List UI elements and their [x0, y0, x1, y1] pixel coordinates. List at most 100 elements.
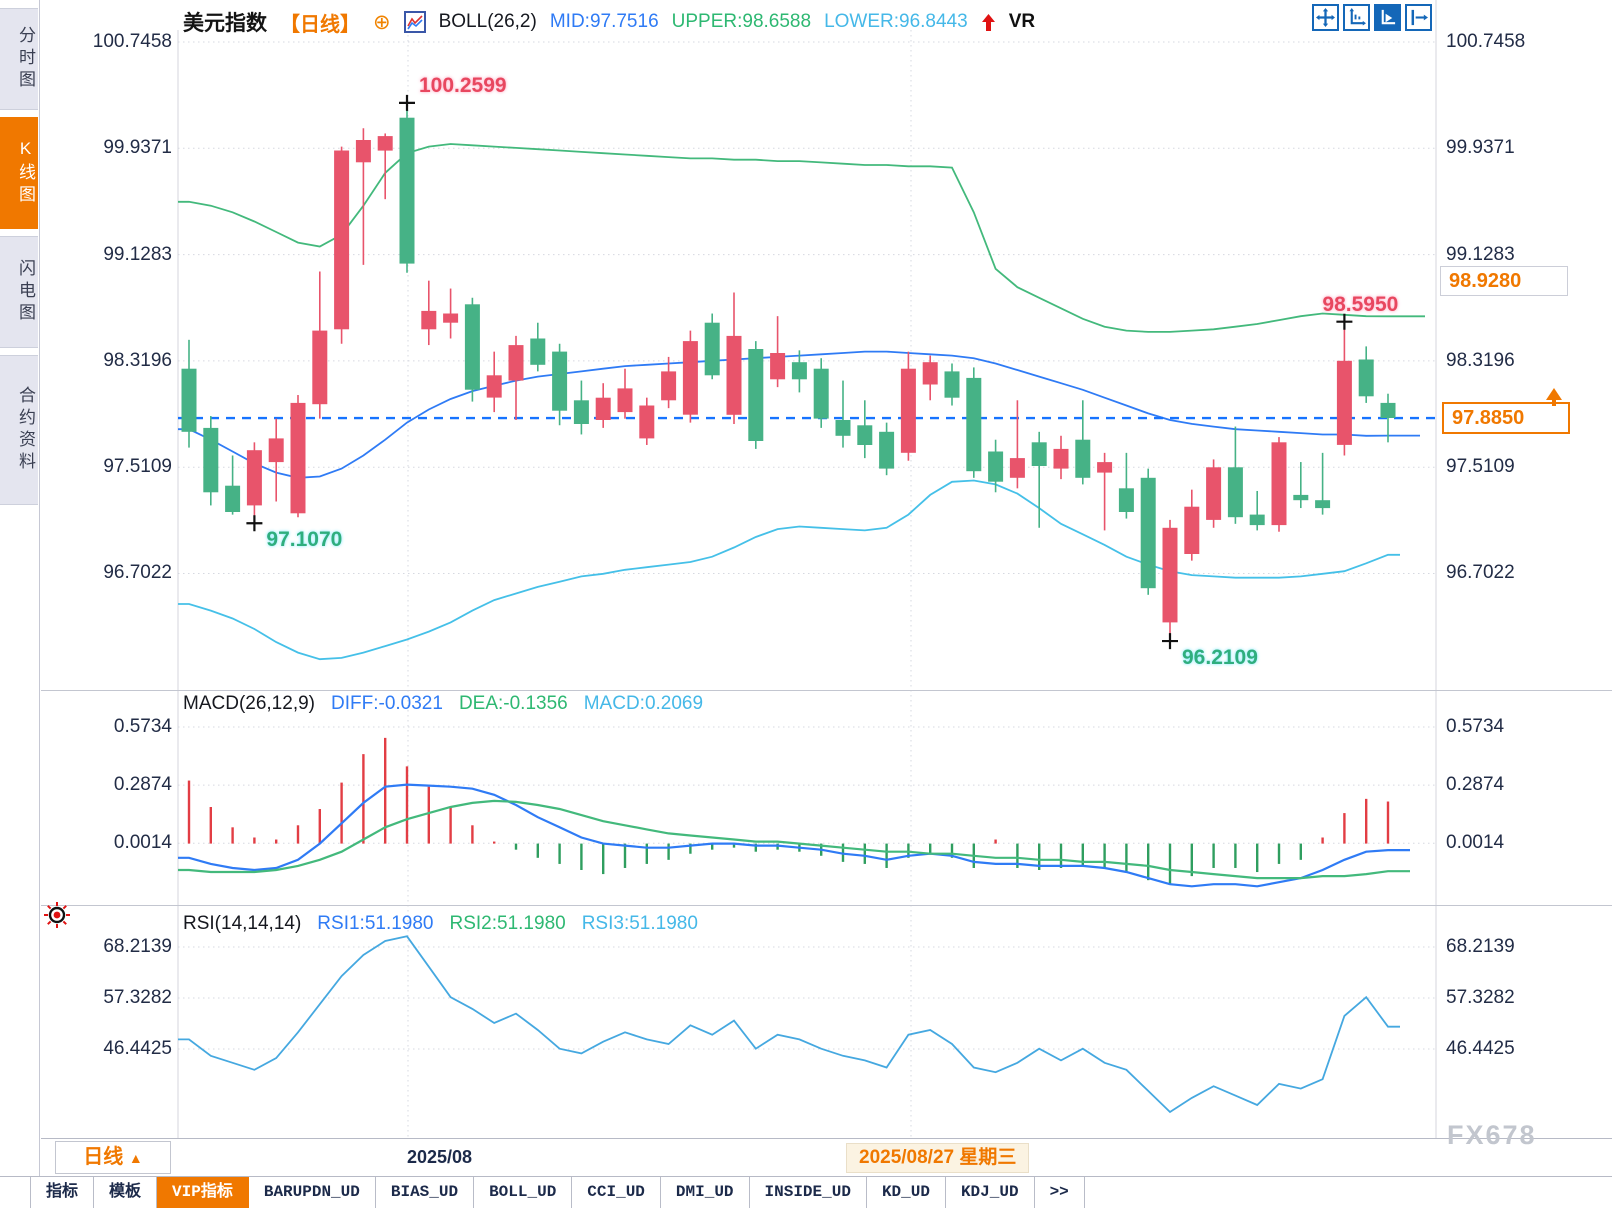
bottom-tab-INSIDE_UD[interactable]: INSIDE_UD — [750, 1177, 867, 1208]
macd-header: MACD(26,12,9) DIFF:-0.0321 DEA:-0.1356 M… — [183, 693, 703, 715]
high-annotation: 100.2599 — [419, 73, 507, 97]
bottom-tab-指标[interactable]: 指标 — [31, 1177, 95, 1208]
extreme-marker — [1162, 633, 1178, 650]
exit-right-icon[interactable] — [1405, 4, 1432, 31]
move-icon[interactable] — [1312, 4, 1339, 31]
bottom-tab->>[interactable]: >> — [1035, 1177, 1085, 1208]
red-up-arrow-icon[interactable] — [981, 13, 996, 31]
sun-icon[interactable] — [43, 901, 71, 934]
price-axis-label: 99.9371 — [103, 137, 172, 159]
rsi-axis-label: 57.3282 — [103, 987, 172, 1008]
selected-date-label: 2025/08/27 星期三 — [846, 1143, 1030, 1173]
bottom-tab-BARUPDN_UD[interactable]: BARUPDN_UD — [249, 1177, 376, 1208]
macd-axis-label: 0.0014 — [113, 832, 172, 854]
macd-histogram — [187, 737, 1390, 885]
circle-plus-icon[interactable]: ⊕ — [373, 10, 391, 34]
axis-scale-icon[interactable] — [1374, 4, 1401, 31]
rsi3-value: RSI3:51.1980 — [581, 913, 698, 934]
rsi-axis-label: 68.2139 — [103, 936, 172, 957]
boll-mid-value: MID:97.7516 — [549, 11, 659, 32]
chart-header: 美元指数 【日线】 ⊕ BOLL(26,2) MID:97.7516 UPPER… — [183, 7, 1035, 37]
high-annotation: 98.5950 — [1322, 292, 1399, 316]
macd-axis-label: 0.2874 — [113, 774, 172, 796]
period-arrow-icon: ▲ — [128, 1150, 143, 1166]
price-axis-label: 100.7458 — [92, 31, 172, 52]
price-axis-label: 99.9371 — [1446, 137, 1515, 159]
macd-axis-label: 0.5734 — [1446, 716, 1505, 737]
bottom-tab-VIP指标[interactable]: VIP指标 — [157, 1177, 249, 1208]
period-label: 日线 — [83, 1146, 124, 1168]
price-tag-current-value: 97.8850 — [1452, 407, 1525, 430]
macd-dea-line — [178, 799, 1410, 880]
price-tag-current: 97.8850 — [1442, 388, 1570, 435]
month-gridline-label: 2025/08 — [407, 1147, 473, 1167]
price-axis-label: 99.1283 — [1446, 243, 1515, 265]
bottom-tab-KD_UD[interactable]: KD_UD — [867, 1177, 946, 1208]
candles-layer — [181, 105, 1396, 639]
price-tag-upper-value: 98.9280 — [1449, 269, 1522, 292]
price-axis-label: 99.1283 — [103, 243, 172, 265]
rsi-title[interactable]: RSI(14,14,14) — [183, 913, 302, 934]
boll-mid-line — [178, 350, 1420, 479]
extreme-marker — [246, 515, 263, 532]
time-axis: 日线 ▲ 2025/08 2025/08/27 星期三 — [41, 1138, 1612, 1176]
price-axis-label: 96.7022 — [103, 562, 172, 584]
price-axis-label: 98.3196 — [103, 349, 172, 371]
bottom-tab-BOLL_UD[interactable]: BOLL_UD — [474, 1177, 573, 1208]
macd-dea-value: DEA:-0.1356 — [458, 693, 568, 714]
boll-lower-value: LOWER:96.8443 — [824, 11, 968, 32]
rsi-axis-label: 68.2139 — [1446, 936, 1515, 957]
vr-indicator-label[interactable]: VR — [1008, 11, 1036, 32]
rsi-axis-label: 57.3282 — [1446, 987, 1515, 1008]
price-tag-upper: 98.9280 — [1440, 265, 1568, 296]
sidebar-tab-闪电图[interactable]: 闪电图 — [0, 236, 38, 348]
bottom-tab-BIAS_UD[interactable]: BIAS_UD — [376, 1177, 475, 1208]
bottom-tab-KDJ_UD[interactable]: KDJ_UD — [946, 1177, 1035, 1208]
macd-diff-value: DIFF:-0.0321 — [331, 693, 443, 714]
rsi-axis-label: 46.4425 — [103, 1037, 172, 1059]
price-axis-label: 97.5109 — [1446, 456, 1515, 478]
low-annotation: 96.2109 — [1182, 646, 1258, 670]
boll-lower-line — [178, 479, 1400, 661]
price-axis-label: 96.7022 — [1446, 562, 1515, 584]
price-axis-label: 98.3196 — [1446, 349, 1515, 371]
macd-axis-label: 0.2874 — [1446, 774, 1505, 796]
chart-toolbar — [1312, 4, 1432, 31]
axis-zoom-icon[interactable] — [1343, 4, 1370, 31]
symbol-name: 美元指数 — [183, 12, 267, 35]
watermark: FX678 — [1447, 1120, 1537, 1150]
price-up-arrow-icon — [1546, 388, 1562, 407]
bottom-tab-模板[interactable]: 模板 — [94, 1177, 158, 1208]
low-annotation: 97.1070 — [266, 528, 343, 552]
price-axis-label: 100.7458 — [1446, 31, 1526, 52]
rsi-line — [178, 935, 1400, 1114]
macd-axis-label: 0.5734 — [113, 716, 172, 737]
indicator-name[interactable]: BOLL(26,2) — [438, 11, 537, 32]
price-axis-label: 97.5109 — [103, 456, 172, 478]
rsi-axis-label: 46.4425 — [1446, 1037, 1515, 1059]
mini-chart-icon[interactable] — [403, 11, 426, 33]
rsi2-value: RSI2:51.1980 — [449, 913, 566, 934]
period-tag: 【日线】 — [280, 13, 360, 36]
sidebar-tab-K线图[interactable]: K线图 — [0, 117, 38, 229]
sidebar-tab-合约资料[interactable]: 合约资料 — [0, 355, 38, 505]
left-sidebar: 分时图 K线图闪电图合约资料 — [0, 0, 40, 1208]
macd-macd-value: MACD:0.2069 — [583, 693, 704, 714]
period-selector[interactable]: 日线 ▲ — [55, 1141, 171, 1174]
bottom-tab-CCI_UD[interactable]: CCI_UD — [572, 1177, 661, 1208]
indicator-tab-bar: 指标 模板 VIP指标 BARUPDN_UD BIAS_UD BOLL_UD CCI_UD D… — [0, 1176, 1612, 1208]
tab-bar-spacer — [0, 1177, 31, 1208]
extreme-marker — [399, 94, 415, 111]
bottom-tab-DMI_UD[interactable]: DMI_UD — [661, 1177, 750, 1208]
rsi1-value: RSI1:51.1980 — [317, 913, 434, 934]
macd-title[interactable]: MACD(26,12,9) — [183, 693, 315, 714]
rsi-header: RSI(14,14,14) RSI1:51.1980 RSI2:51.1980 … — [183, 913, 698, 935]
boll-upper-value: UPPER:98.6588 — [671, 11, 812, 32]
macd-axis-label: 0.0014 — [1446, 832, 1505, 854]
extreme-marker — [1336, 313, 1353, 330]
sidebar-tab-分时图[interactable]: 分时图 — [0, 8, 38, 110]
boll-upper-line — [178, 143, 1425, 333]
macd-diff-line — [178, 783, 1410, 888]
